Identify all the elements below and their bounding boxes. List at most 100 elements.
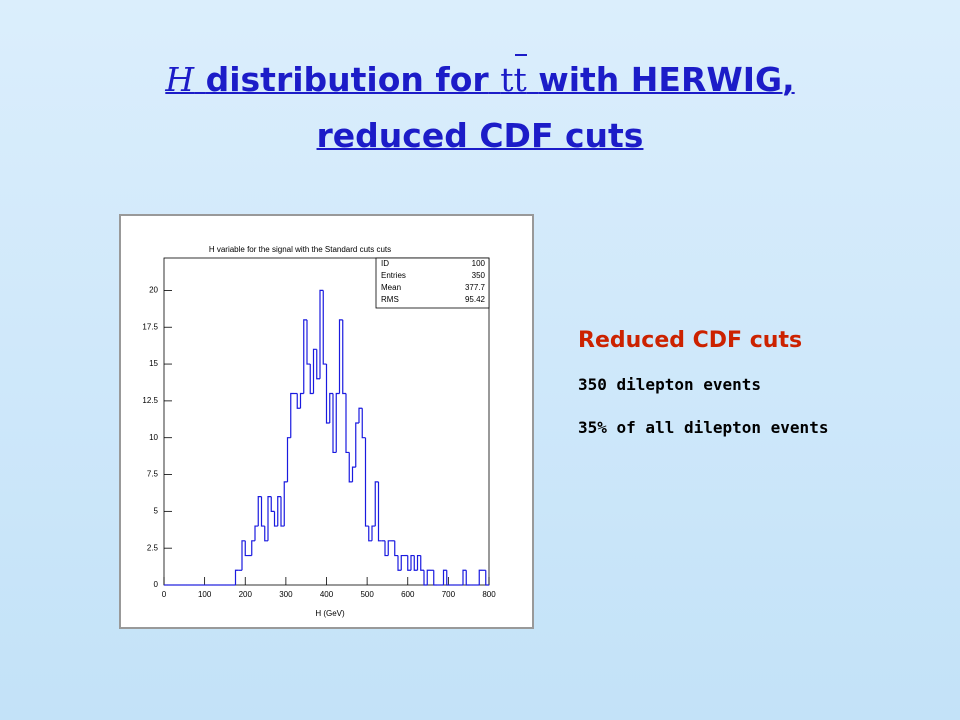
x-tick-label: 800 — [482, 590, 496, 599]
histogram-bin — [485, 570, 489, 586]
histogram-bin — [342, 319, 346, 395]
histogram-bin — [423, 570, 428, 586]
histogram-bin — [400, 554, 405, 571]
histogram-bin — [273, 511, 278, 527]
histogram-bin — [264, 526, 268, 542]
histogram-bin — [280, 496, 285, 527]
histogram-bin — [420, 555, 424, 571]
side-line: 350 dilepton events — [578, 375, 762, 394]
x-tick-label: 500 — [360, 590, 374, 599]
y-tick-label: 15 — [149, 359, 158, 368]
stats-label: ID — [381, 259, 389, 268]
histogram-bin — [283, 481, 288, 527]
histogram-bin — [384, 540, 389, 557]
title-line2: reduced CDF cuts — [316, 116, 644, 155]
x-tick-label: 600 — [401, 590, 415, 599]
histogram-bin — [433, 570, 437, 586]
histogram-bin — [267, 496, 272, 541]
title-text: distribution for — [205, 60, 489, 99]
stats-value: 100 — [472, 259, 486, 268]
histogram-bin — [325, 364, 330, 424]
histogram-bin — [478, 569, 483, 585]
chart-title: H variable for the signal with the Stand… — [209, 245, 391, 254]
histogram-bin — [303, 319, 307, 394]
histogram-bin — [426, 569, 431, 585]
histogram-bin — [407, 555, 411, 571]
histogram-bin — [251, 540, 255, 556]
histogram-bin — [377, 481, 382, 542]
histogram-bin — [338, 319, 343, 394]
histogram-bin — [462, 569, 467, 585]
histogram-bin — [387, 540, 392, 556]
y-tick-label: 17.5 — [142, 322, 158, 331]
histogram-bin — [361, 408, 366, 439]
histogram-bin — [329, 392, 333, 423]
x-tick-label: 400 — [320, 590, 334, 599]
x-tick-label: 300 — [279, 590, 293, 599]
histogram-bin — [299, 392, 304, 409]
histogram-bin — [351, 466, 356, 482]
y-tick-label: 7.5 — [147, 470, 159, 479]
title-symbol: H — [165, 60, 195, 99]
histogram-bin — [234, 569, 239, 585]
x-tick-label: 200 — [239, 590, 253, 599]
histogram-bin — [277, 496, 281, 527]
x-axis-label: H (GeV) — [315, 609, 345, 618]
histogram-bin — [410, 554, 415, 571]
y-tick-label: 2.5 — [147, 543, 159, 552]
histogram-bin — [397, 555, 402, 571]
stats-label: Entries — [381, 271, 406, 280]
title-text: with HERWIG, — [538, 60, 795, 99]
histogram-bin — [332, 393, 337, 454]
histogram-bin — [416, 554, 421, 571]
y-tick-label: 10 — [149, 433, 158, 442]
side-line: 35% of all dilepton events — [578, 418, 829, 437]
histogram-bin — [306, 319, 311, 365]
y-tick-label: 5 — [154, 506, 159, 515]
stats-value: 95.42 — [465, 295, 486, 304]
histogram-bin — [364, 437, 369, 527]
histogram-bin — [270, 496, 275, 512]
histogram-bin — [322, 290, 327, 365]
y-tick-label: 12.5 — [142, 396, 158, 405]
histogram-bin — [371, 525, 376, 541]
stats-value: 350 — [472, 271, 486, 280]
x-tick-label: 0 — [162, 590, 167, 599]
x-tick-label: 100 — [198, 590, 212, 599]
stats-label: Mean — [381, 283, 401, 292]
histogram-bin — [309, 364, 314, 395]
histogram-bin — [254, 525, 259, 541]
histogram-bin — [355, 422, 359, 468]
histogram-bin — [316, 349, 320, 380]
histogram-bin — [446, 570, 450, 586]
histogram-bin — [244, 540, 249, 557]
histogram-bin — [368, 526, 372, 542]
histogram-bin — [296, 393, 301, 409]
histogram-bin — [312, 348, 317, 394]
stats-label: RMS — [381, 295, 399, 304]
histogram-bin — [257, 496, 262, 527]
histogram-bin — [394, 540, 398, 557]
y-tick-label: 20 — [149, 286, 158, 295]
histogram-bin — [374, 481, 379, 527]
histogram-bin — [286, 437, 291, 482]
x-tick-label: 700 — [442, 590, 456, 599]
slide-title: H distribution for tt with HERWIG, reduc… — [0, 52, 960, 164]
title-tt: tt — [500, 60, 527, 99]
histogram-bin — [319, 289, 324, 379]
side-text: Reduced CDF cuts 350 dilepton events 35%… — [578, 328, 828, 461]
histogram-bin — [442, 569, 447, 585]
histogram-bin — [348, 452, 353, 483]
histogram-bin — [290, 392, 294, 438]
histogram-bin — [335, 392, 340, 453]
histogram-bin — [413, 555, 418, 571]
stats-value: 377.7 — [465, 283, 486, 292]
stats-box — [375, 257, 490, 309]
histogram-bin — [465, 570, 470, 586]
y-tick-label: 0 — [154, 580, 159, 589]
side-heading: Reduced CDF cuts — [578, 328, 803, 353]
histogram-bin — [345, 393, 350, 454]
histogram-bin — [241, 540, 246, 571]
